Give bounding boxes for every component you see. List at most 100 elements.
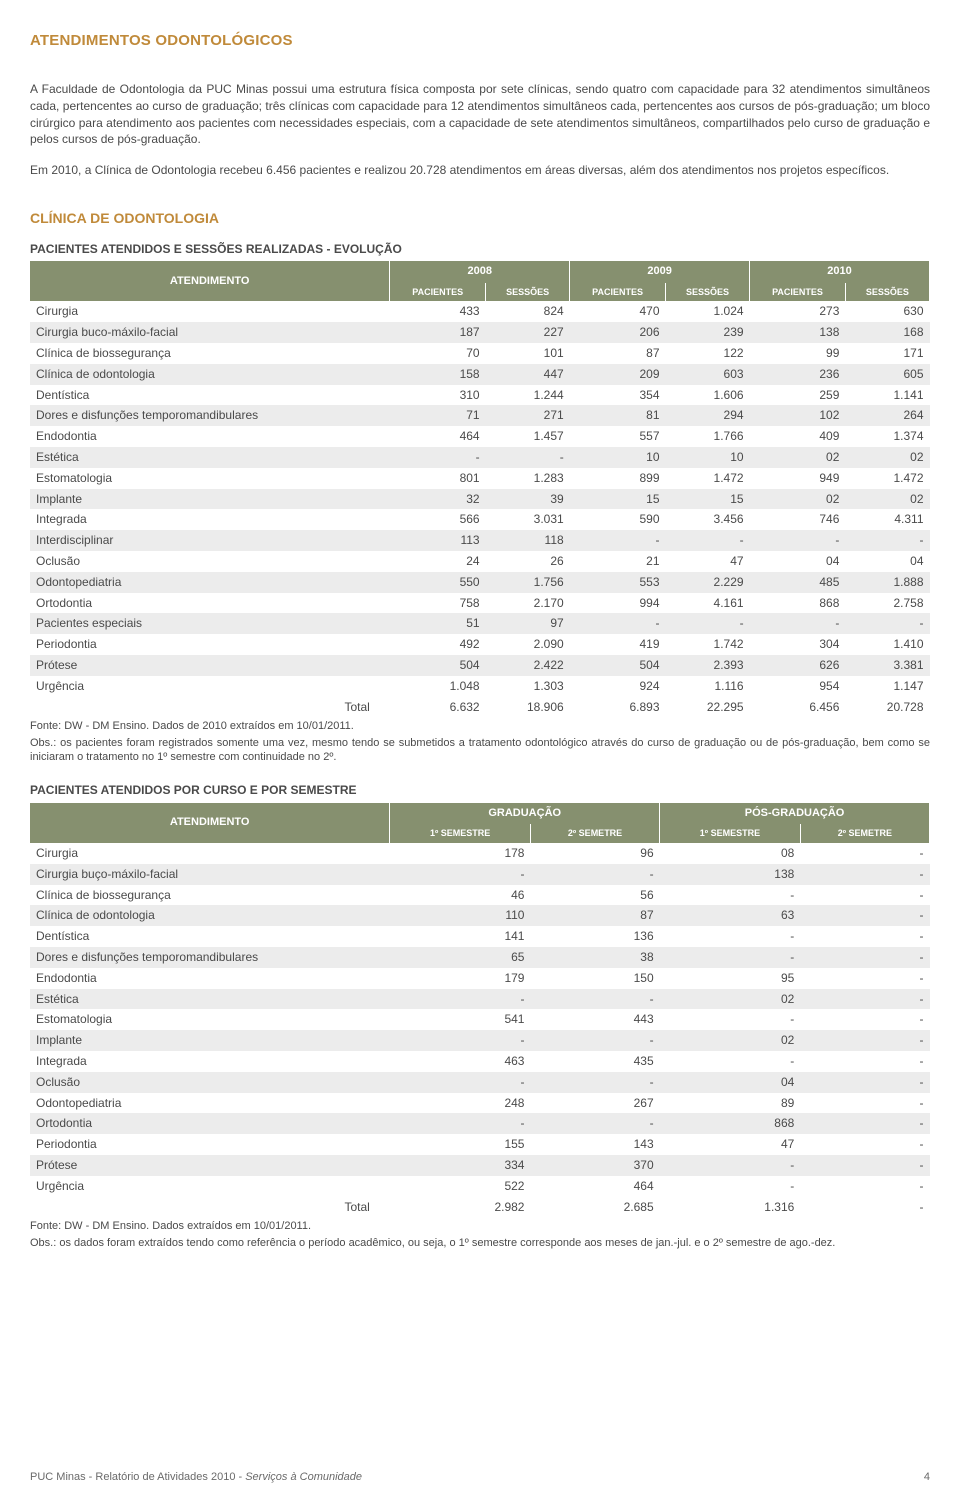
cell: 87	[530, 905, 659, 926]
cell: 264	[845, 405, 929, 426]
total-label: Total	[30, 697, 390, 718]
cell: 271	[486, 405, 570, 426]
course-semester-table: ATENDIMENTO GRADUAÇÃO PÓS-GRADUAÇÃO 1º S…	[30, 803, 930, 1217]
cell: -	[800, 1030, 929, 1051]
table-row: Urgência1.0481.3039241.1169541.147	[30, 676, 930, 697]
table-row: Clínica de biossegurança4656--	[30, 885, 930, 906]
row-label: Urgência	[30, 1176, 390, 1197]
cell: 32	[390, 489, 486, 510]
cell: 04	[750, 551, 846, 572]
table-row: Estética--10100202	[30, 447, 930, 468]
table-row: Implante--02-	[30, 1030, 930, 1051]
row-label: Estomatologia	[30, 468, 390, 489]
total-cell: 18.906	[486, 697, 570, 718]
total-cell: 6.893	[570, 697, 666, 718]
table-row: Implante323915150202	[30, 489, 930, 510]
cell: -	[660, 947, 801, 968]
cell: 122	[666, 343, 750, 364]
intro-paragraph-1: A Faculdade de Odontologia da PUC Minas …	[30, 81, 930, 148]
cell: -	[390, 1072, 531, 1093]
row-label: Dentística	[30, 385, 390, 406]
page-footer: PUC Minas - Relatório de Atividades 2010…	[30, 1470, 930, 1485]
row-label: Dores e disfunções temporomandibulares	[30, 405, 390, 426]
cell: 51	[390, 613, 486, 634]
cell: 96	[530, 843, 659, 864]
cell: 1.756	[486, 572, 570, 593]
cell: -	[800, 843, 929, 864]
total-cell: 22.295	[666, 697, 750, 718]
total-cell: 1.316	[660, 1197, 801, 1218]
cell: 294	[666, 405, 750, 426]
cell: 1.606	[666, 385, 750, 406]
cell: 26	[486, 551, 570, 572]
row-label: Periodontia	[30, 634, 390, 655]
row-label: Estomatologia	[30, 1009, 390, 1030]
cell: 70	[390, 343, 486, 364]
cell: 557	[570, 426, 666, 447]
table-row: Pacientes especiais5197----	[30, 613, 930, 634]
cell: 259	[750, 385, 846, 406]
table-row: Cirurgia buço-máxilo-facial--138-	[30, 864, 930, 885]
cell: 626	[750, 655, 846, 676]
cell: 899	[570, 468, 666, 489]
cell: 1.024	[666, 301, 750, 322]
cell: -	[660, 1155, 801, 1176]
cell: 1.410	[845, 634, 929, 655]
t1-footnote-2: Obs.: os pacientes foram registrados som…	[30, 736, 930, 765]
total-label: Total	[30, 1197, 390, 1218]
row-label: Cirurgia	[30, 843, 390, 864]
cell: 2.393	[666, 655, 750, 676]
cell: 71	[390, 405, 486, 426]
row-label: Ortodontia	[30, 1113, 390, 1134]
cell: -	[570, 613, 666, 634]
cell: -	[800, 1134, 929, 1155]
cell: 47	[660, 1134, 801, 1155]
cell: 04	[660, 1072, 801, 1093]
cell: 464	[390, 426, 486, 447]
cell: 464	[530, 1176, 659, 1197]
row-label: Prótese	[30, 1155, 390, 1176]
table-row: Dores e disfunções temporomandibulares65…	[30, 947, 930, 968]
total-row: Total2.9822.6851.316-	[30, 1197, 930, 1218]
cell: 1.457	[486, 426, 570, 447]
cell: 02	[845, 447, 929, 468]
row-label: Oclusão	[30, 551, 390, 572]
cell: 824	[486, 301, 570, 322]
cell: 3.031	[486, 509, 570, 530]
cell: 143	[530, 1134, 659, 1155]
cell: 89	[660, 1093, 801, 1114]
cell: -	[390, 989, 531, 1010]
cell: 409	[750, 426, 846, 447]
cell: -	[666, 613, 750, 634]
intro-paragraph-2: Em 2010, a Clínica de Odontologia recebe…	[30, 162, 930, 179]
total-cell: 6.632	[390, 697, 486, 718]
t1-subcol: SESSÕES	[845, 283, 929, 302]
cell: 370	[530, 1155, 659, 1176]
cell: -	[390, 1113, 531, 1134]
cell: 868	[750, 593, 846, 614]
cell: 10	[570, 447, 666, 468]
cell: -	[800, 1093, 929, 1114]
cell: 1.141	[845, 385, 929, 406]
row-label: Endodontia	[30, 426, 390, 447]
section-title: CLÍNICA DE ODONTOLOGIA	[30, 209, 930, 229]
row-label: Endodontia	[30, 968, 390, 989]
t1-hdr-atendimento: ATENDIMENTO	[30, 261, 390, 301]
footer-text: PUC Minas - Relatório de Atividades 2010…	[30, 1470, 362, 1485]
t2-footnote-2: Obs.: os dados foram extraídos tendo com…	[30, 1236, 930, 1250]
total-cell: 2.685	[530, 1197, 659, 1218]
cell: -	[390, 864, 531, 885]
cell: 46	[390, 885, 531, 906]
footer-text-b: Serviços à Comunidade	[245, 1471, 362, 1483]
cell: 171	[845, 343, 929, 364]
row-label: Cirurgia buco-máxilo-facial	[30, 322, 390, 343]
cell: 541	[390, 1009, 531, 1030]
cell: 138	[660, 864, 801, 885]
cell: 758	[390, 593, 486, 614]
cell: 141	[390, 926, 531, 947]
cell: 24	[390, 551, 486, 572]
cell: 95	[660, 968, 801, 989]
total-cell: 20.728	[845, 697, 929, 718]
table-row: Estomatologia541443--	[30, 1009, 930, 1030]
cell: -	[800, 864, 929, 885]
